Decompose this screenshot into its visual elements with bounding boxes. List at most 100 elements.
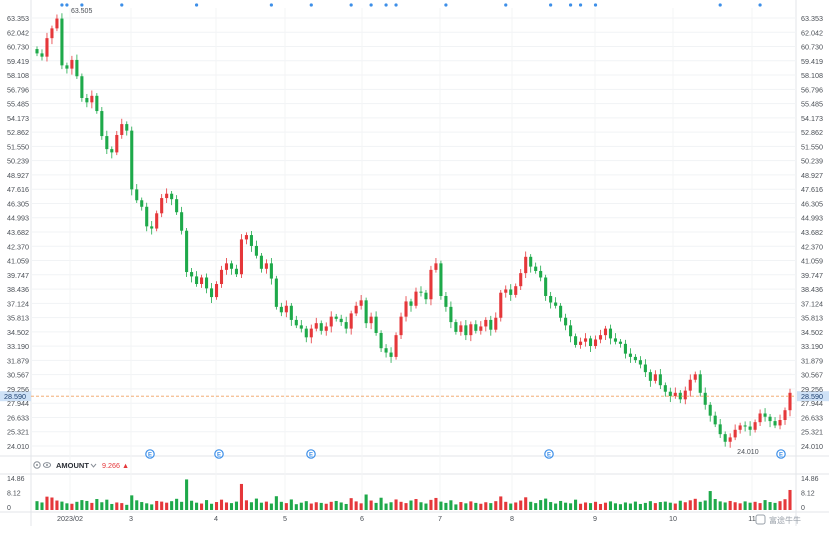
volume-bar[interactable] <box>519 500 523 510</box>
candle[interactable] <box>678 390 682 404</box>
chevron-down-icon[interactable] <box>90 463 97 468</box>
candle[interactable] <box>120 118 124 139</box>
volume-bar[interactable] <box>259 502 263 510</box>
volume-bar[interactable] <box>339 502 343 510</box>
volume-bar[interactable] <box>160 501 164 510</box>
candle[interactable] <box>40 49 44 61</box>
volume-bar[interactable] <box>150 504 154 510</box>
volume-bar[interactable] <box>569 503 573 510</box>
volume-bar[interactable] <box>598 503 603 510</box>
volume-bar[interactable] <box>209 503 214 510</box>
candle[interactable] <box>45 32 49 62</box>
candle[interactable] <box>409 298 413 312</box>
candle[interactable] <box>135 184 139 203</box>
volume-bar[interactable] <box>279 501 283 510</box>
volume-bar[interactable] <box>524 497 528 510</box>
volume-bar[interactable] <box>414 499 418 510</box>
volume-bar[interactable] <box>40 502 44 510</box>
volume-bar[interactable] <box>344 503 348 510</box>
candle[interactable] <box>474 320 478 334</box>
volume-bar[interactable] <box>713 499 717 510</box>
candle[interactable] <box>150 221 154 235</box>
candle[interactable] <box>394 332 398 360</box>
candle[interactable] <box>314 317 318 332</box>
volume-bar[interactable] <box>588 503 593 510</box>
volume-bar[interactable] <box>324 503 328 510</box>
candle[interactable] <box>185 227 189 277</box>
volume-bar[interactable] <box>249 502 253 510</box>
event-dot-marker[interactable] <box>593 3 598 7</box>
volume-bar[interactable] <box>479 503 483 510</box>
volume-bar[interactable] <box>489 503 493 510</box>
volume-bar[interactable] <box>140 502 144 510</box>
e-circle-icon[interactable]: E <box>776 449 786 459</box>
candle[interactable] <box>369 312 373 330</box>
candle[interactable] <box>110 146 114 159</box>
volume-bar[interactable] <box>608 501 613 510</box>
event-dot-marker[interactable] <box>369 3 373 7</box>
volume-bar[interactable] <box>549 502 553 510</box>
candle[interactable] <box>449 301 453 329</box>
candle[interactable] <box>723 431 727 447</box>
volume-bar[interactable] <box>349 498 353 510</box>
volume-bar[interactable] <box>180 501 184 510</box>
candle[interactable] <box>264 259 268 274</box>
volume-bar[interactable] <box>633 501 637 510</box>
candle[interactable] <box>444 291 448 312</box>
candle[interactable] <box>479 321 483 335</box>
candle[interactable] <box>514 283 518 298</box>
volume-bar[interactable] <box>708 491 712 510</box>
candle[interactable] <box>758 409 762 426</box>
volume-bar[interactable] <box>105 499 109 510</box>
e-circle-icon[interactable]: E <box>544 449 554 459</box>
candle[interactable] <box>638 356 642 369</box>
volume-bar[interactable] <box>773 502 777 510</box>
candle[interactable] <box>788 388 792 417</box>
candle[interactable] <box>389 347 393 363</box>
candle[interactable] <box>180 206 184 235</box>
candle[interactable] <box>484 317 488 332</box>
candle[interactable] <box>80 73 84 102</box>
volume-bar[interactable] <box>70 503 74 510</box>
volume-bar[interactable] <box>658 502 662 510</box>
volume-bar[interactable] <box>593 501 598 510</box>
candle[interactable] <box>738 422 742 434</box>
volume-bar[interactable] <box>504 501 508 510</box>
volume-bar[interactable] <box>284 503 288 510</box>
candle[interactable] <box>334 313 338 322</box>
volume-bar[interactable] <box>554 503 558 510</box>
volume-bar[interactable] <box>80 500 84 510</box>
volume-bar[interactable] <box>135 500 139 510</box>
candle[interactable] <box>574 333 578 348</box>
candle[interactable] <box>489 315 493 336</box>
candle[interactable] <box>100 107 104 140</box>
volume-bar[interactable] <box>788 489 792 510</box>
volume-bar[interactable] <box>703 500 707 510</box>
event-dot-marker[interactable] <box>60 3 64 7</box>
volume-bar[interactable] <box>404 503 408 510</box>
volume-bar[interactable] <box>75 501 79 510</box>
volume-bar[interactable] <box>319 502 323 510</box>
candle[interactable] <box>688 374 692 397</box>
volume-bar[interactable] <box>170 501 174 510</box>
volume-bar[interactable] <box>653 503 657 510</box>
candle[interactable] <box>234 264 239 277</box>
volume-bar[interactable] <box>334 500 338 510</box>
candle[interactable] <box>708 402 712 422</box>
volume-bar[interactable] <box>379 497 383 510</box>
candle[interactable] <box>469 321 473 342</box>
volume-bar[interactable] <box>698 501 702 510</box>
volume-bar[interactable] <box>613 503 618 510</box>
candle[interactable] <box>359 295 363 310</box>
candle[interactable] <box>583 333 588 347</box>
event-dot-marker[interactable] <box>578 3 583 7</box>
volume-bar[interactable] <box>229 503 234 510</box>
volume-bar[interactable] <box>219 499 224 510</box>
volume-bar[interactable] <box>185 479 189 510</box>
candle[interactable] <box>628 348 632 363</box>
volume-bar[interactable] <box>424 503 428 510</box>
candle[interactable] <box>324 322 328 336</box>
candle[interactable] <box>549 291 553 309</box>
volume-bar[interactable] <box>564 502 568 510</box>
candle[interactable] <box>239 234 244 279</box>
